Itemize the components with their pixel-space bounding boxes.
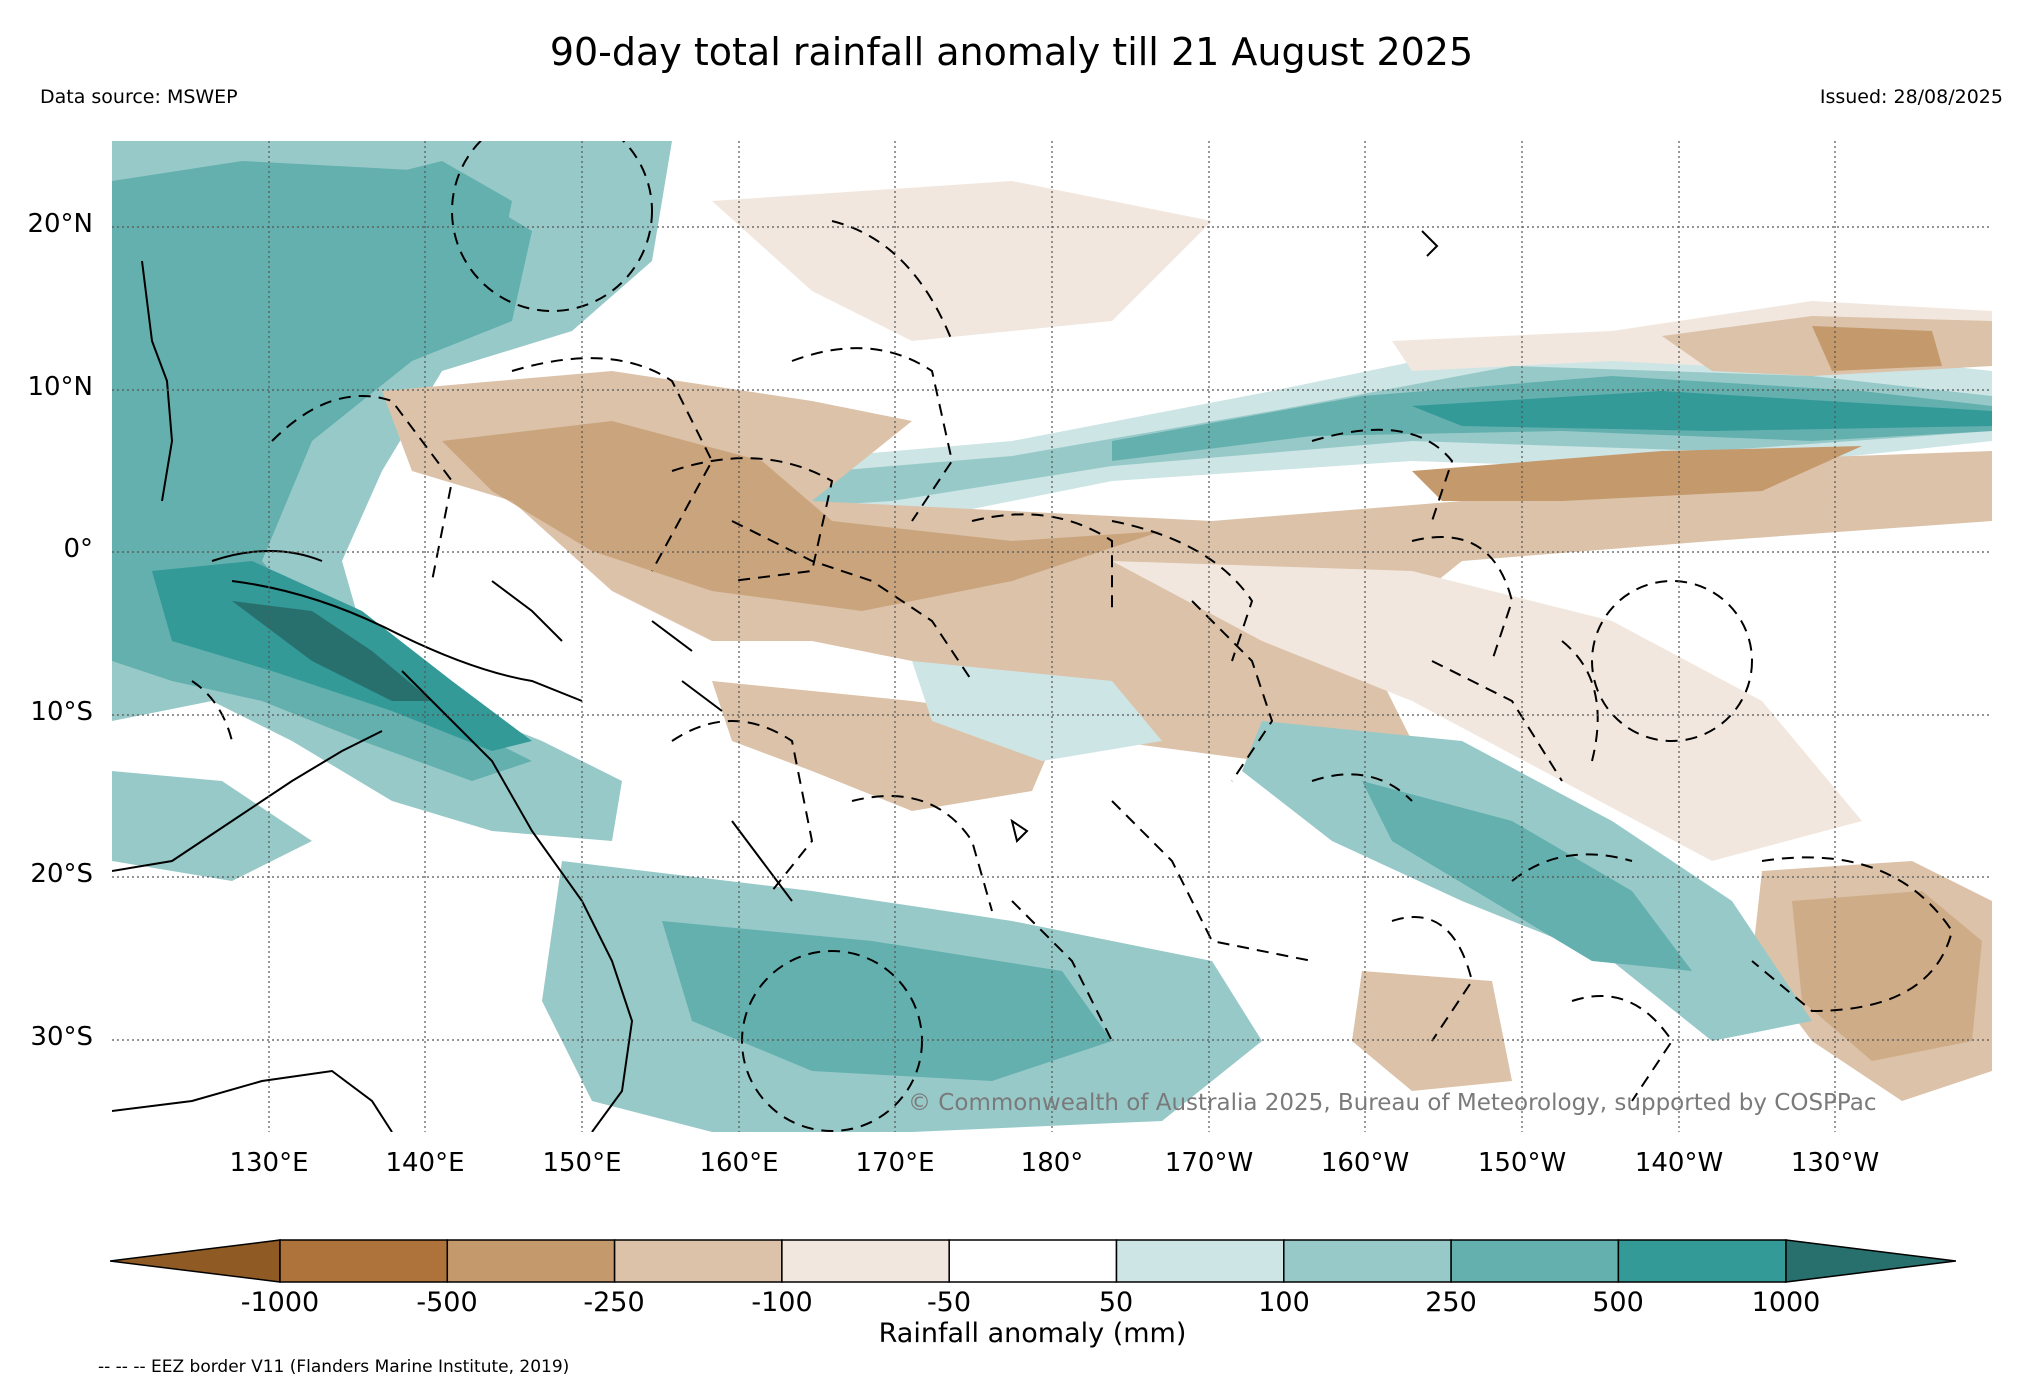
colorbar-bin bbox=[1115, 1239, 1285, 1283]
lat-tick-label: 10°N bbox=[27, 372, 93, 402]
colorbar-tick-label: 250 bbox=[1425, 1287, 1477, 1318]
colorbar-bin bbox=[613, 1239, 783, 1283]
eez-borders bbox=[191, 141, 1954, 1132]
lon-tick-label: 150°E bbox=[542, 1148, 622, 1178]
colorbar-tick-label: 500 bbox=[1592, 1287, 1644, 1318]
colorbar-under-triangle bbox=[110, 1239, 281, 1283]
colorbar-bin bbox=[1450, 1239, 1620, 1283]
colorbar-tick-label: -100 bbox=[751, 1287, 813, 1318]
lon-tick-label: 170°W bbox=[1164, 1148, 1254, 1178]
colorbar-tick-label: -500 bbox=[416, 1287, 478, 1318]
wet-anomaly-south-pacific bbox=[112, 661, 1812, 1132]
issued-date-label: Issued: 28/08/2025 bbox=[1819, 86, 2003, 108]
colorbar-bin bbox=[781, 1239, 950, 1283]
colorbar-tick-label: -250 bbox=[583, 1287, 645, 1318]
lon-tick-label: 130°E bbox=[229, 1148, 309, 1178]
chart-title: 90-day total rainfall anomaly till 21 Au… bbox=[549, 30, 1474, 74]
copyright-notice: © Commonwealth of Australia 2025, Bureau… bbox=[908, 1090, 1877, 1116]
colorbar bbox=[110, 1239, 1956, 1283]
lon-tick-label: 150°W bbox=[1477, 1148, 1567, 1178]
colorbar-bin bbox=[1283, 1239, 1452, 1283]
lat-tick-label: 20°S bbox=[30, 859, 93, 889]
lon-tick-label: 140°W bbox=[1634, 1148, 1724, 1178]
lon-tick-label: 170°E bbox=[855, 1148, 935, 1178]
colorbar-tick-label: -1000 bbox=[240, 1287, 320, 1318]
colorbar-tick-label: -50 bbox=[926, 1287, 972, 1318]
dry-anomaly-equatorial bbox=[382, 181, 1992, 861]
lat-tick-label: 0° bbox=[63, 534, 93, 564]
colorbar-tick-label: 100 bbox=[1258, 1287, 1310, 1318]
lon-tick-label: 160°E bbox=[699, 1148, 779, 1178]
colorbar-title: Rainfall anomaly (mm) bbox=[878, 1318, 1187, 1349]
data-source-label: Data source: MSWEP bbox=[40, 86, 238, 108]
map-graticule bbox=[112, 141, 1992, 1132]
lat-tick-label: 10°S bbox=[30, 697, 93, 727]
lon-tick-label: 160°W bbox=[1320, 1148, 1410, 1178]
lon-tick-label: 180° bbox=[1020, 1148, 1084, 1178]
colorbar-over-triangle bbox=[1785, 1239, 1956, 1283]
dry-anomaly-southeast bbox=[1352, 861, 1992, 1101]
rainfall-anomaly-map bbox=[112, 141, 1992, 1132]
eez-footnote: -- -- -- EEZ border V11 (Flanders Marine… bbox=[98, 1357, 570, 1377]
colorbar-tick-label: 1000 bbox=[1751, 1287, 1821, 1318]
colorbar-bin bbox=[1617, 1239, 1787, 1283]
wet-anomaly-north-band bbox=[662, 341, 1992, 531]
colorbar-bin bbox=[279, 1239, 449, 1283]
colorbar-bin bbox=[446, 1239, 616, 1283]
colorbar-bin bbox=[948, 1239, 1118, 1283]
lat-tick-label: 30°S bbox=[30, 1022, 93, 1052]
lon-tick-label: 140°E bbox=[385, 1148, 465, 1178]
lat-tick-label: 20°N bbox=[27, 209, 93, 239]
colorbar-tick-label: 50 bbox=[1098, 1287, 1134, 1318]
lon-tick-label: 130°W bbox=[1790, 1148, 1880, 1178]
